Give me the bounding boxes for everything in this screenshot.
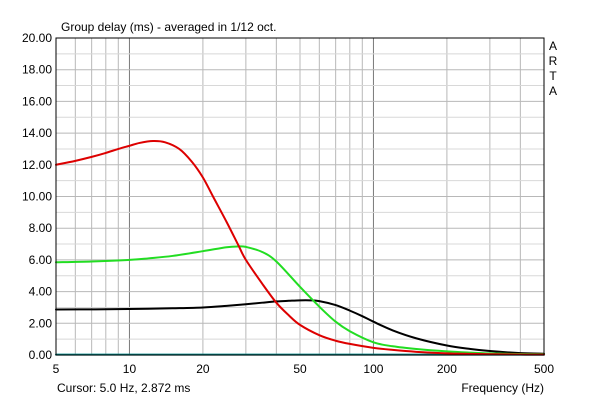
- y-tick-label: 18.00: [22, 63, 52, 77]
- y-tick-label: 10.00: [22, 190, 52, 204]
- y-tick-label: 8.00: [29, 221, 53, 235]
- y-tick-label: 6.00: [29, 253, 53, 267]
- x-axis-label: Frequency (Hz): [461, 381, 544, 395]
- x-tick-label: 500: [534, 362, 554, 376]
- series-line-1: [55, 245, 545, 356]
- y-tick-label: 0.00: [29, 348, 53, 362]
- y-tick-label: 14.00: [22, 126, 52, 140]
- plot-frame: [55, 37, 545, 356]
- y-tick-labels: 0.00 2.00 4.00 6.00 8.00 10.00 12.00 14.00 16.00…: [22, 31, 52, 362]
- x-tick-label: 100: [363, 362, 383, 376]
- y-tick-label: 4.00: [29, 285, 53, 299]
- chart-title: Group delay (ms) - averaged in 1/12 oct.: [61, 20, 276, 34]
- x-tick-label: 20: [196, 362, 210, 376]
- x-tick-label: 10: [123, 362, 137, 376]
- x-tick-label: 200: [437, 362, 457, 376]
- series-line-0: [55, 139, 545, 356]
- x-tick-label: 5: [53, 362, 60, 376]
- x-tick-labels: 5 10 20 50 100 200 500: [53, 362, 555, 376]
- cursor-readout: Cursor: 5.0 Hz, 2.872 ms: [57, 381, 190, 395]
- grid: [56, 38, 544, 355]
- x-tick-label: 50: [293, 362, 307, 376]
- y-tick-label: 20.00: [22, 31, 52, 45]
- y-tick-label: 2.00: [29, 316, 53, 330]
- y-tick-label: 12.00: [22, 158, 52, 172]
- y-tick-label: 16.00: [22, 94, 52, 108]
